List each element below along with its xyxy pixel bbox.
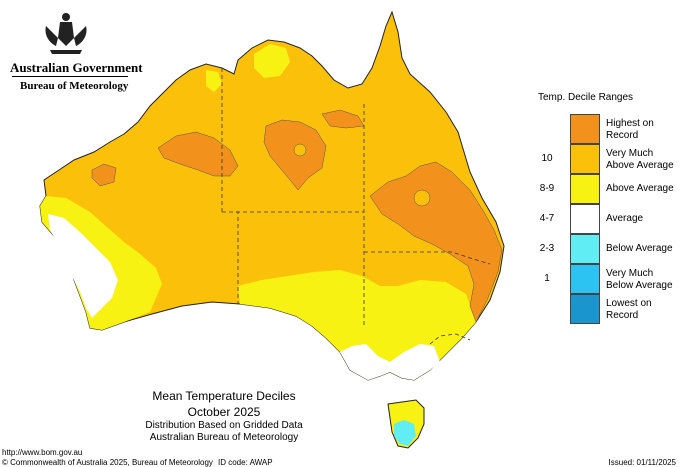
legend-code: 2-3 (539, 243, 555, 254)
legend-item: 2-3 Below Average (532, 234, 680, 264)
legend-label-line: Below Average (606, 280, 673, 291)
legend-label: Highest on Record (606, 118, 680, 142)
id-code-text: ID code: AWAP (218, 458, 273, 467)
legend-label-line: Above Average (606, 183, 674, 194)
legend-label-line: Very Much (606, 268, 654, 279)
pilbara-record-region (91, 163, 117, 187)
legend-label: Average (606, 213, 680, 225)
tasmania-below-average-region (394, 420, 416, 446)
legend-title: Temp. Decile Ranges (538, 92, 634, 103)
legend-item: Highest on Record (532, 114, 680, 144)
legend-code: 8-9 (539, 183, 555, 194)
map-method: Distribution Based on Gridded Data (145, 420, 303, 431)
map-title: Mean Temperature Deciles (152, 389, 296, 403)
legend-label: Above Average (606, 183, 680, 195)
legend-label-line: Record (606, 130, 639, 141)
legend-code: 1 (544, 273, 550, 284)
top-end-above-average-region (206, 70, 222, 92)
legend-label-line: Record (606, 310, 639, 321)
legend-label-line: Lowest on (606, 298, 652, 309)
legend-label: Very Much Above Average (606, 148, 680, 172)
legend-label: Below Average (606, 243, 680, 255)
south-west-average-region (48, 214, 118, 318)
map-titles: Mean Temperature Deciles October 2025 Di… (118, 388, 330, 444)
legend-swatch (570, 114, 600, 144)
legend-label-line: Average (606, 213, 644, 224)
legend-item: 4-7 Average (532, 204, 680, 234)
coat-of-arms-icon (45, 13, 87, 54)
central-spot-region (293, 143, 307, 157)
legend-swatch (570, 174, 600, 204)
central-record-region (263, 119, 327, 191)
legend-label: Lowest on Record (606, 298, 680, 322)
website-link[interactable]: http://www.bom.gov.au (2, 448, 83, 457)
legend-swatch (570, 294, 600, 324)
issued-date-text: Issued: 01/11/2025 (608, 458, 676, 467)
legend-code: 4-7 (539, 213, 555, 224)
queensland-spot-region (413, 189, 431, 207)
legend-label-line: Very Much (606, 148, 654, 159)
queensland-record-region (369, 161, 503, 323)
legend-item: 10 Very Much Above Average (532, 144, 680, 174)
logo-divider (12, 76, 128, 77)
state-borders (221, 68, 491, 345)
map-source: Australian Bureau of Meteorology (149, 432, 299, 443)
legend-item: Lowest on Record (532, 294, 680, 324)
legend-swatch (570, 144, 600, 174)
legend-code: 10 (541, 153, 553, 164)
legend-label: Very Much Below Average (606, 268, 680, 292)
legend-swatch (570, 264, 600, 294)
legend-item: 1 Very Much Below Average (532, 264, 680, 294)
legend-label-line: Above Average (606, 160, 674, 171)
bureau-label: Bureau of Meteorology (20, 80, 129, 92)
legend-item: 8-9 Above Average (532, 174, 680, 204)
legend-swatch (570, 204, 600, 234)
legend-label-line: Below Average (606, 243, 673, 254)
central-west-record-region (157, 131, 239, 177)
kimberley-above-average-region (254, 44, 290, 78)
legend-label-line: Highest on (606, 118, 654, 129)
legend-swatch (570, 234, 600, 264)
south-east-average-region (340, 344, 440, 380)
government-label: Australian Government (10, 60, 143, 75)
copyright-text: © Commonwealth of Australia 2025, Bureau… (2, 458, 213, 467)
map-period: October 2025 (187, 405, 261, 419)
